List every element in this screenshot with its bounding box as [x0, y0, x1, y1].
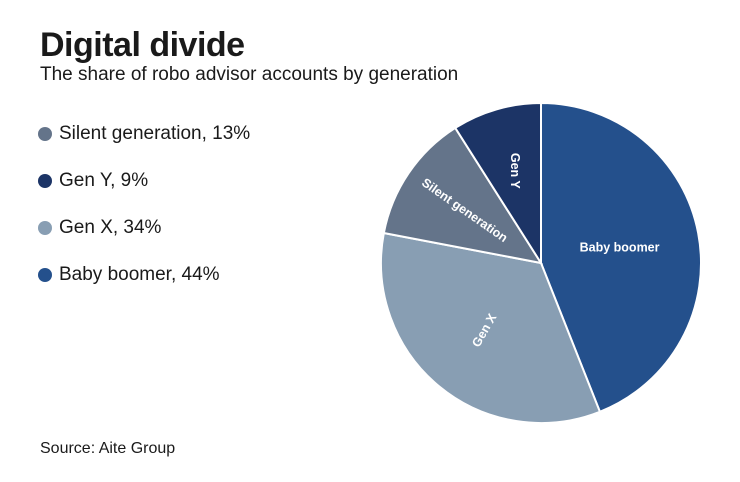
- legend-label: Silent generation, 13%: [59, 123, 251, 144]
- pie-slice-baby-boomer: [540, 101, 702, 414]
- legend-item: Baby boomer, 44%: [38, 263, 250, 287]
- slice-label: Baby boomer: [580, 240, 660, 254]
- chart-title: Digital divide: [40, 26, 245, 64]
- pie-slice-silent-generation: [382, 126, 544, 265]
- legend-swatch: [38, 268, 52, 282]
- legend-item: Gen X, 34%: [38, 216, 250, 240]
- legend-label: Gen X, 34%: [59, 217, 162, 238]
- slice-label: Gen Y: [508, 153, 522, 190]
- pie-slice-gen-x: [380, 231, 602, 424]
- legend-swatch: [38, 174, 52, 188]
- legend-swatch: [38, 127, 52, 141]
- legend-label: Gen Y, 9%: [59, 170, 149, 191]
- legend-label: Baby boomer, 44%: [59, 264, 220, 285]
- legend-item: Gen Y, 9%: [38, 169, 250, 193]
- pie-slice-gen-y: [453, 101, 542, 267]
- legend: Silent generation, 13% Gen Y, 9% Gen X, …: [38, 122, 250, 310]
- source-note: Source: Aite Group: [40, 440, 176, 457]
- legend-swatch: [38, 221, 52, 235]
- legend-item: Silent generation, 13%: [38, 122, 250, 146]
- chart-subtitle: The share of robo advisor accounts by ge…: [40, 64, 459, 85]
